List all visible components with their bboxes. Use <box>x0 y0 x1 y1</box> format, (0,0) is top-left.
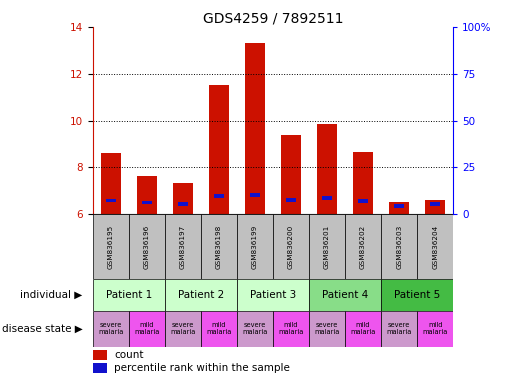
Text: Patient 2: Patient 2 <box>178 290 224 300</box>
Text: severe
malaria: severe malaria <box>314 323 340 335</box>
Text: disease state ▶: disease state ▶ <box>2 324 82 334</box>
Text: mild
malaria: mild malaria <box>422 323 448 335</box>
Bar <box>273 311 309 347</box>
Bar <box>93 363 107 373</box>
Bar <box>353 152 373 214</box>
Bar <box>281 134 301 214</box>
Text: Patient 3: Patient 3 <box>250 290 296 300</box>
Bar <box>165 311 201 347</box>
Bar <box>201 214 237 278</box>
Bar <box>237 278 309 311</box>
Text: GSM836199: GSM836199 <box>252 224 258 268</box>
Bar <box>209 85 229 214</box>
Text: severe
malaria: severe malaria <box>242 323 268 335</box>
Text: severe
malaria: severe malaria <box>170 323 196 335</box>
Bar <box>173 182 193 214</box>
Text: GSM836202: GSM836202 <box>360 224 366 268</box>
Bar <box>165 214 201 278</box>
Text: GSM836197: GSM836197 <box>180 224 186 268</box>
Bar <box>317 124 337 214</box>
Bar <box>309 311 345 347</box>
Text: count: count <box>114 350 144 360</box>
Bar <box>430 202 440 206</box>
Bar <box>381 278 453 311</box>
Bar <box>129 214 165 278</box>
Bar <box>214 194 224 198</box>
Bar <box>93 350 107 360</box>
Text: mild
malaria: mild malaria <box>206 323 232 335</box>
Text: severe
malaria: severe malaria <box>386 323 412 335</box>
Bar <box>381 311 417 347</box>
Text: individual ▶: individual ▶ <box>20 290 82 300</box>
Bar <box>237 214 273 278</box>
Bar <box>394 204 404 208</box>
Bar <box>417 214 453 278</box>
Bar <box>245 43 265 214</box>
Bar <box>273 214 309 278</box>
Bar <box>250 193 260 197</box>
Bar <box>165 278 237 311</box>
Bar <box>237 311 273 347</box>
Text: mild
malaria: mild malaria <box>278 323 304 335</box>
Text: percentile rank within the sample: percentile rank within the sample <box>114 363 290 373</box>
Bar <box>101 153 121 214</box>
Text: GSM836195: GSM836195 <box>108 224 114 268</box>
Text: GSM836203: GSM836203 <box>396 224 402 268</box>
Bar <box>309 214 345 278</box>
Text: Patient 4: Patient 4 <box>322 290 368 300</box>
Text: GSM836204: GSM836204 <box>432 224 438 268</box>
Bar <box>142 200 152 204</box>
Bar <box>322 196 332 200</box>
Bar <box>345 214 381 278</box>
Bar <box>286 198 296 202</box>
Bar <box>106 199 116 202</box>
Bar <box>417 311 453 347</box>
Bar <box>358 199 368 203</box>
Text: GSM836200: GSM836200 <box>288 224 294 268</box>
Text: mild
malaria: mild malaria <box>350 323 376 335</box>
Title: GDS4259 / 7892511: GDS4259 / 7892511 <box>203 12 343 26</box>
Bar <box>389 202 409 214</box>
Bar <box>93 278 165 311</box>
Bar <box>425 200 445 214</box>
Text: GSM836198: GSM836198 <box>216 224 222 268</box>
Bar <box>201 311 237 347</box>
Text: Patient 1: Patient 1 <box>106 290 152 300</box>
Text: GSM836196: GSM836196 <box>144 224 150 268</box>
Text: Patient 5: Patient 5 <box>394 290 440 300</box>
Bar <box>309 278 381 311</box>
Bar <box>93 311 129 347</box>
Text: mild
malaria: mild malaria <box>134 323 160 335</box>
Text: GSM836201: GSM836201 <box>324 224 330 268</box>
Bar <box>129 311 165 347</box>
Bar <box>381 214 417 278</box>
Bar <box>137 175 157 214</box>
Bar <box>178 202 188 205</box>
Bar <box>345 311 381 347</box>
Bar <box>93 214 129 278</box>
Text: severe
malaria: severe malaria <box>98 323 124 335</box>
